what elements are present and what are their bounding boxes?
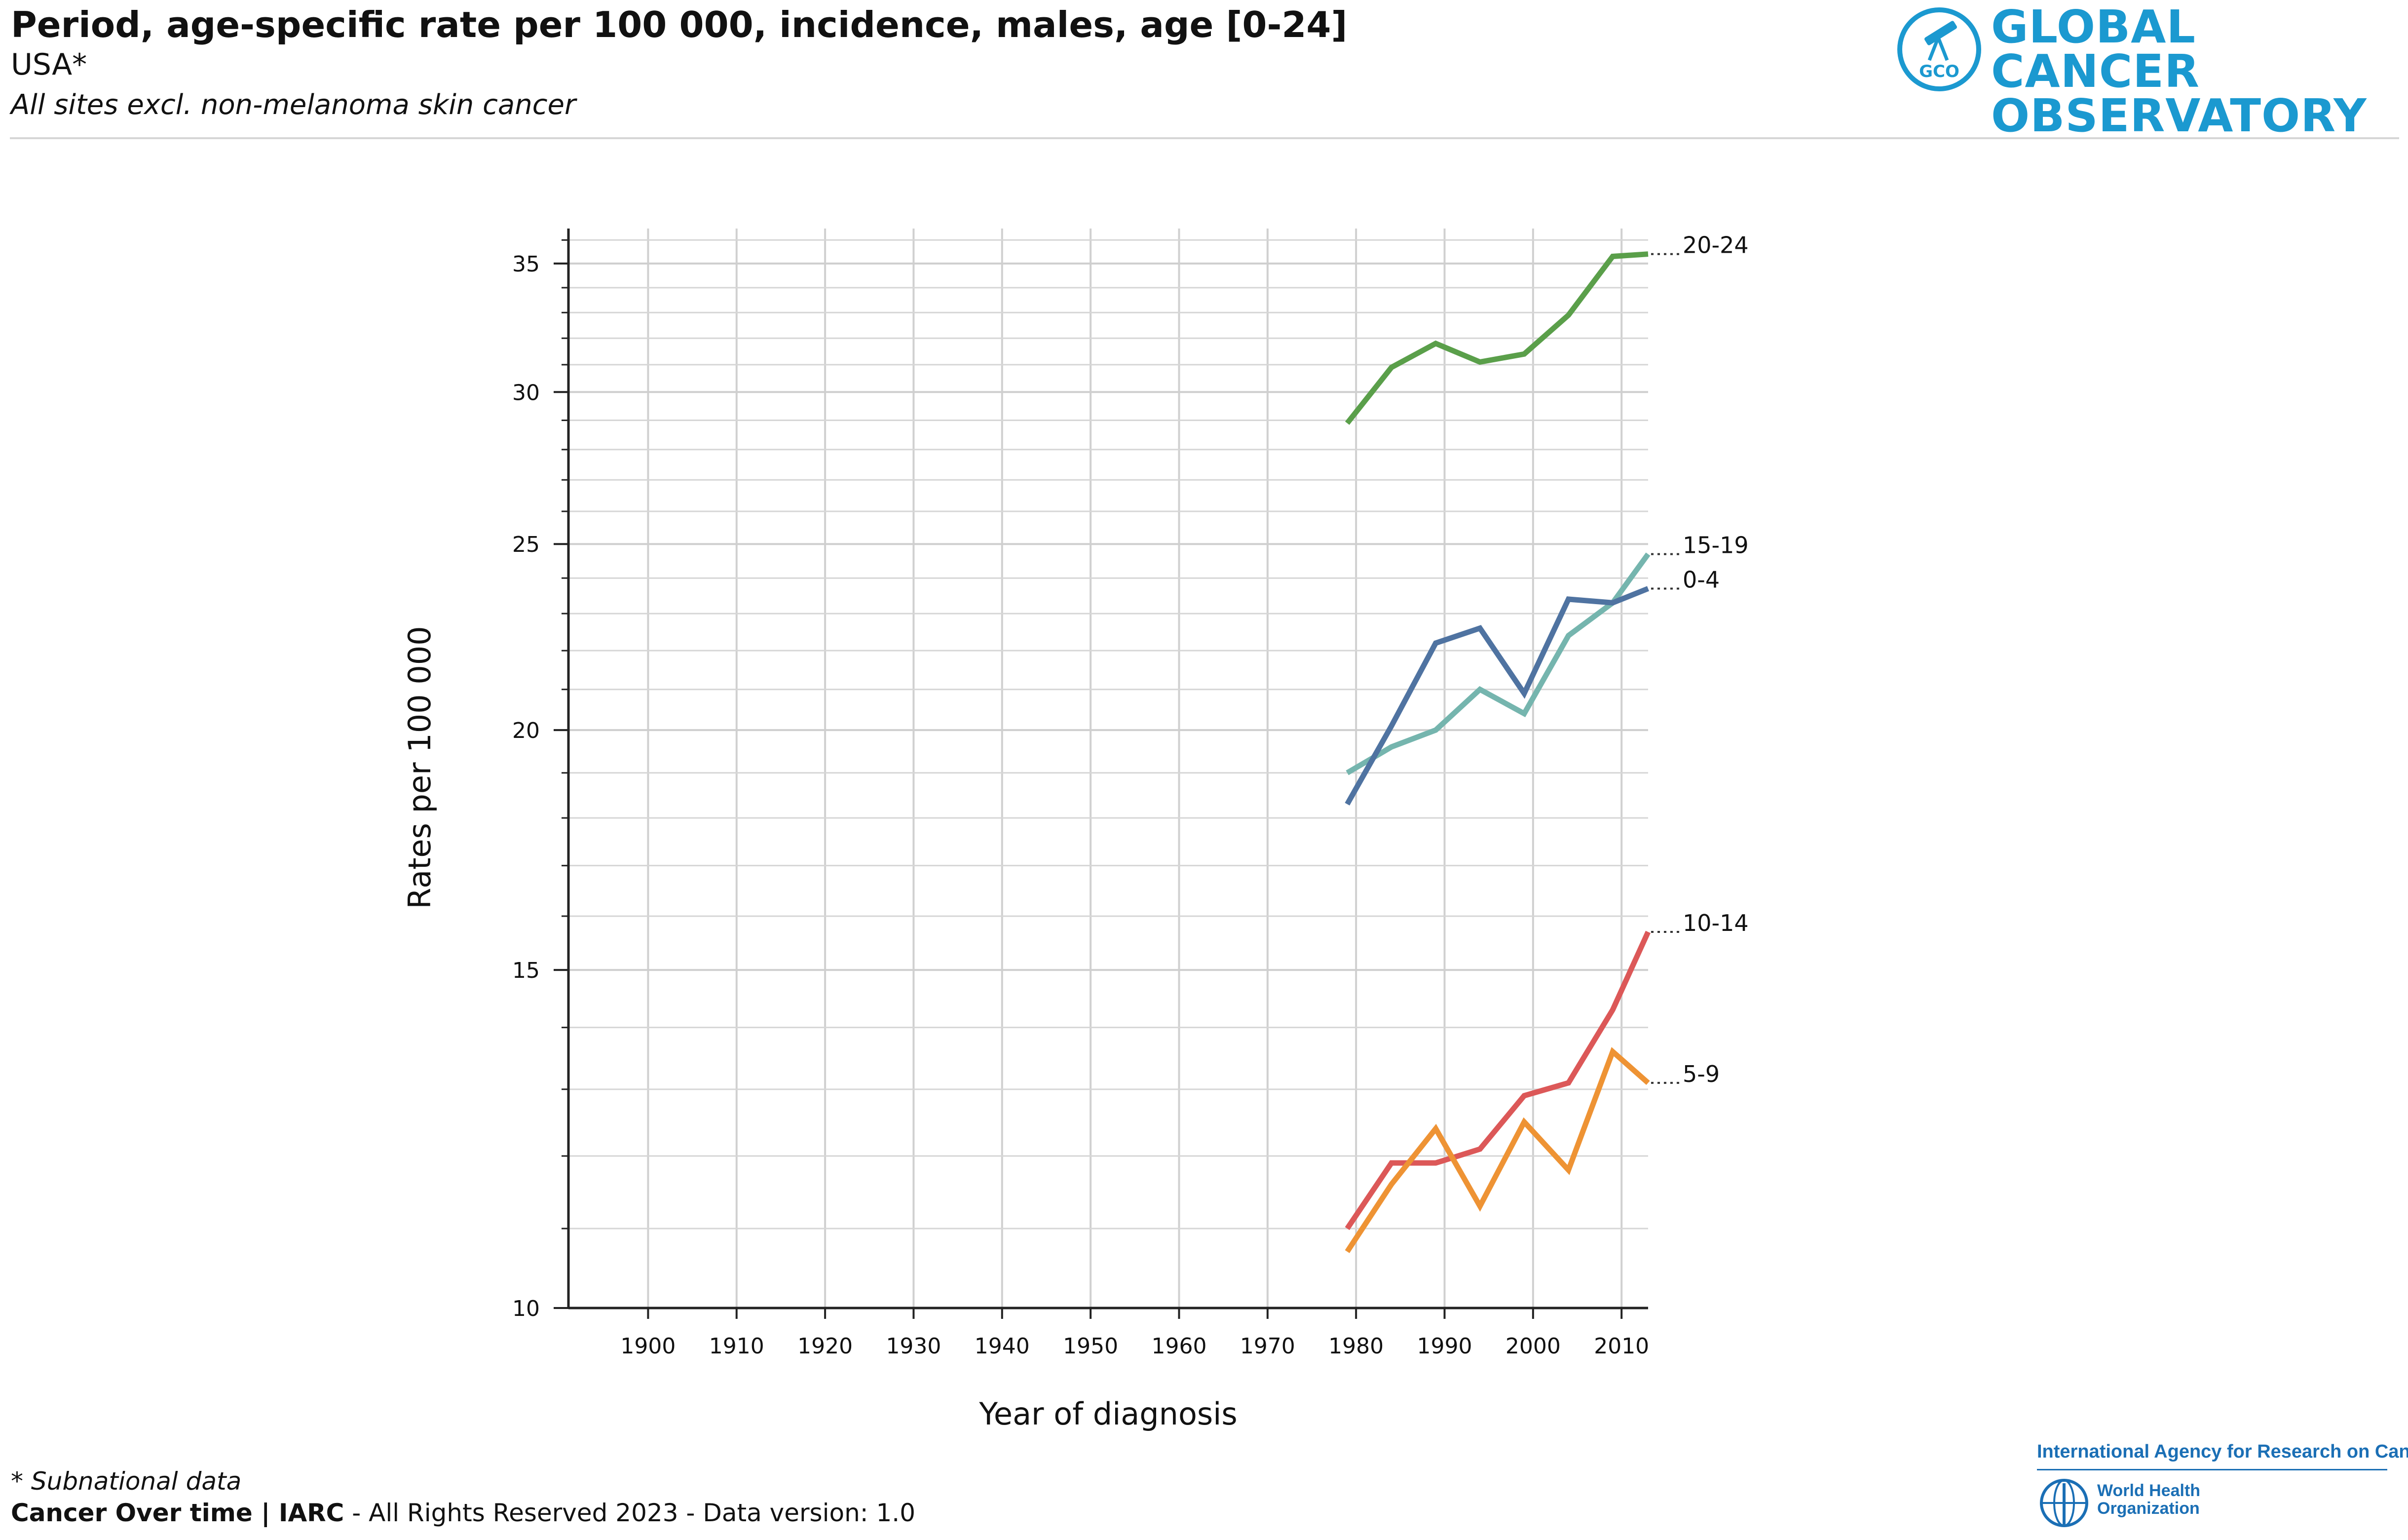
axes: 1900 1910 1920 1930 1940 1950 1960 1970 1980 1990… <box>512 229 1649 1359</box>
y-axis-label: Rates per 100 000 <box>402 626 438 909</box>
chart-title: Period, age-specific rate per 100 000, i… <box>11 4 1348 45</box>
who-emblem-icon[interactable] <box>2037 1476 2091 1530</box>
grid-lines <box>568 229 1648 1309</box>
y-tick-label: 30 <box>512 380 540 405</box>
x-tick-label: 1960 <box>1151 1334 1206 1359</box>
y-tick-label: 25 <box>512 532 540 557</box>
x-tick-label: 2010 <box>1594 1334 1649 1359</box>
x-tick-label: 1900 <box>620 1334 676 1359</box>
series-label-5-9: 5-9 <box>1683 1061 1720 1087</box>
y-tick-label: 20 <box>512 718 540 743</box>
series-end-labels: 20-24 15-19 0-4 10-14 5-9 <box>1651 232 1749 1087</box>
cancer-site-label: All sites excl. non-melanoma skin cancer <box>11 89 576 121</box>
x-tick-label: 1930 <box>886 1334 941 1359</box>
footer-rights: - All Rights Reserved 2023 - Data versio… <box>344 1499 916 1527</box>
x-tick-label: 1950 <box>1063 1334 1118 1359</box>
who-line-2: Organization <box>2097 1499 2200 1518</box>
x-tick-label: 1970 <box>1240 1334 1295 1359</box>
series-label-20-24: 20-24 <box>1683 232 1749 259</box>
iarc-divider <box>2037 1469 2387 1470</box>
iarc-link[interactable]: International Agency for Research on Can… <box>2037 1441 2408 1462</box>
series-label-0-4: 0-4 <box>1683 566 1720 593</box>
population-label: USA* <box>11 47 87 82</box>
y-tick-label: 10 <box>512 1296 540 1321</box>
series-line-10-14 <box>1345 930 1651 1231</box>
series-line-0-4 <box>1345 586 1650 806</box>
gco-wordmark: GLOBAL CANCER OBSERVATORY <box>1991 0 2388 142</box>
gco-line-2: OBSERVATORY <box>1991 89 2367 142</box>
series-line-5-9 <box>1345 1047 1650 1253</box>
series-lines <box>1345 251 1651 1253</box>
x-tick-label: 1980 <box>1328 1334 1384 1359</box>
gco-line-1: GLOBAL CANCER <box>1991 0 2200 98</box>
footnote: * Subnational data <box>11 1467 242 1496</box>
x-tick-label: 1910 <box>709 1334 764 1359</box>
series-label-10-14: 10-14 <box>1683 910 1749 936</box>
gco-telescope-icon: GCO <box>1897 7 1981 91</box>
who-line-1: World Health <box>2097 1481 2201 1500</box>
header-divider <box>10 137 2399 139</box>
x-axis-label: Year of diagnosis <box>978 1396 1237 1432</box>
gco-logo[interactable]: GCO GLOBAL CANCER OBSERVATORY <box>1895 4 2388 139</box>
series-line-20-24 <box>1345 251 1649 425</box>
footer-brand: Cancer Over time | IARC <box>11 1499 344 1527</box>
x-tick-label: 1990 <box>1417 1334 1472 1359</box>
footer: Cancer Over time | IARC - All Rights Res… <box>11 1499 915 1527</box>
x-tick-label: 1940 <box>975 1334 1030 1359</box>
x-tick-label: 1920 <box>797 1334 853 1359</box>
y-tick-label: 15 <box>512 958 540 983</box>
y-tick-label: 35 <box>512 252 540 277</box>
series-label-15-19: 15-19 <box>1683 532 1749 559</box>
gco-badge-text: GCO <box>1919 62 1959 81</box>
series-line-15-19 <box>1346 552 1651 775</box>
x-tick-label: 2000 <box>1505 1334 1561 1359</box>
who-name: World Health Organization <box>2097 1482 2245 1517</box>
